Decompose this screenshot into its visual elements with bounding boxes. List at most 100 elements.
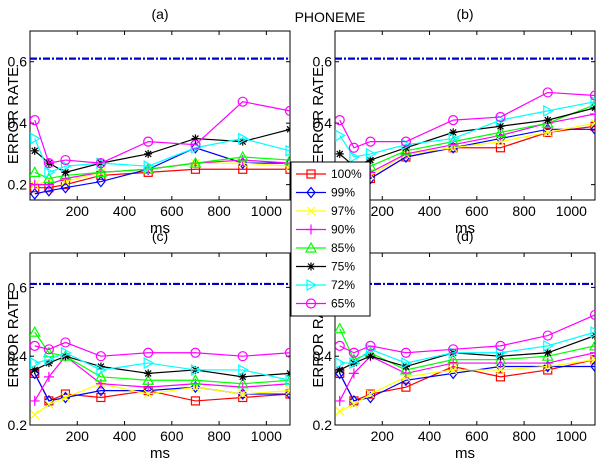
data-point (143, 160, 155, 173)
y-tick-label: 0.4 (313, 115, 333, 131)
plot-area (334, 252, 596, 426)
data-point (44, 184, 54, 197)
series-line (34, 101, 290, 164)
data-point (143, 347, 154, 358)
data-point (449, 128, 458, 137)
data-point (590, 95, 595, 108)
data-point (95, 158, 107, 169)
legend-entry: 65% (296, 297, 355, 311)
data-point (285, 157, 290, 170)
x-tick-label: 200 (66, 203, 90, 219)
data-point (238, 372, 247, 381)
data-point (60, 160, 72, 173)
x-tick-label: 400 (113, 428, 137, 444)
legend-marker (304, 241, 318, 253)
data-point (542, 330, 553, 341)
series-line (34, 341, 290, 357)
data-point (335, 406, 345, 416)
data-point (30, 340, 40, 351)
data-point (94, 370, 107, 382)
data-point (448, 132, 460, 145)
data-point (447, 353, 460, 365)
data-point (94, 166, 107, 177)
data-point (335, 395, 345, 406)
data-point (590, 121, 595, 131)
data-point (142, 374, 155, 385)
data-point (143, 136, 154, 147)
data-point (590, 123, 595, 136)
data-point (30, 410, 40, 420)
data-point (335, 322, 346, 334)
data-point (30, 325, 41, 337)
data-point (589, 309, 595, 321)
data-point (285, 164, 290, 174)
data-point (191, 134, 200, 143)
data-point (190, 139, 201, 150)
series-65pct (335, 309, 595, 358)
data-point (494, 126, 507, 137)
data-point (236, 377, 249, 389)
data-point (542, 87, 553, 98)
y-axis-label: ERROR RATE (5, 67, 22, 164)
data-point (348, 142, 360, 153)
data-point (237, 388, 248, 401)
data-point (285, 386, 290, 396)
series-line (339, 331, 595, 364)
data-point (543, 127, 553, 137)
data-point (30, 395, 40, 406)
y-tick-label: 0.4 (8, 348, 28, 364)
legend-entry: 97% (296, 204, 355, 218)
panel-title: (c) (152, 228, 168, 244)
data-point (400, 347, 412, 358)
data-point (60, 181, 71, 194)
series-65pct (30, 96, 290, 169)
data-point (43, 371, 54, 382)
series-72pct (335, 95, 595, 164)
legend-marker (305, 298, 317, 309)
data-point (238, 389, 248, 399)
data-point (335, 357, 346, 370)
legend-entry: 85% (296, 241, 355, 255)
data-point (190, 381, 201, 394)
figure-title: PHONEME (295, 9, 366, 25)
data-point (61, 168, 70, 177)
data-point (543, 348, 552, 357)
data-point (30, 132, 41, 145)
data-point (365, 340, 376, 351)
legend-entry: 72% (296, 278, 355, 292)
data-point (349, 394, 359, 407)
y-tick-label: 0.6 (8, 279, 28, 295)
data-point (60, 154, 71, 166)
y-axis-label: ERROR RATE (310, 67, 327, 164)
data-point (42, 172, 55, 184)
data-point (236, 150, 249, 162)
data-point (448, 115, 459, 126)
data-point (349, 357, 361, 370)
data-point (335, 129, 346, 142)
data-point (237, 351, 248, 362)
y-tick-label: 0.2 (8, 417, 28, 433)
legend-label: 85% (331, 241, 355, 255)
series-65pct (30, 337, 290, 362)
data-point (44, 353, 56, 366)
data-point (335, 149, 344, 158)
data-point (543, 116, 552, 125)
data-point (30, 187, 40, 200)
data-point (365, 343, 377, 356)
x-tick-label: 1000 (251, 428, 282, 444)
data-point (30, 115, 40, 126)
y-axis-label: ERROR RATE (5, 290, 22, 387)
data-point (284, 347, 290, 358)
x-tick-label: 1000 (556, 203, 587, 219)
data-point (43, 158, 55, 169)
data-point (61, 393, 70, 402)
series-65pct (335, 87, 595, 153)
data-point (590, 108, 595, 119)
x-axis-label: ms (455, 220, 475, 237)
data-point (401, 382, 411, 392)
series-line (339, 359, 595, 412)
y-tick-label: 0.4 (8, 115, 28, 131)
data-point (590, 347, 595, 358)
